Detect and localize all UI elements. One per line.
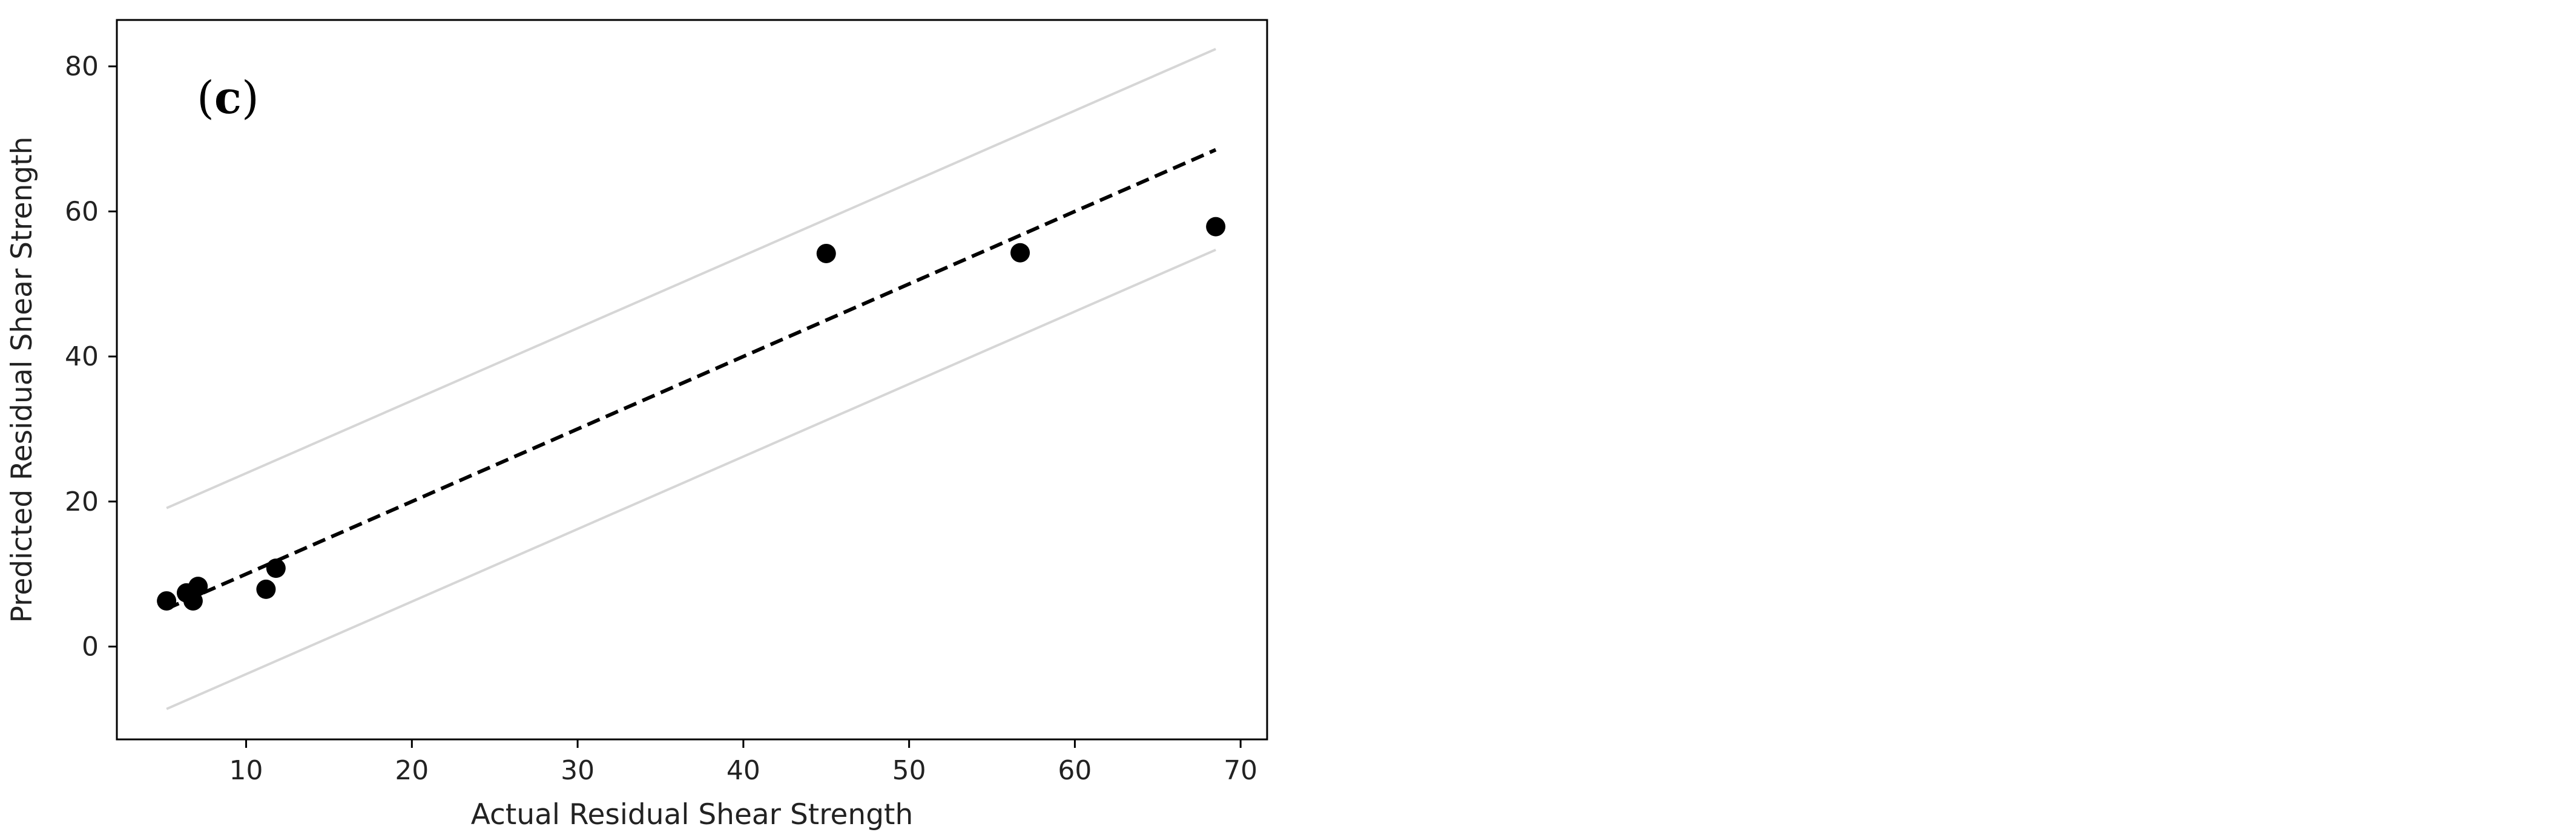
x-tick-label: 30 bbox=[561, 755, 595, 786]
data-points bbox=[157, 217, 1226, 611]
data-point bbox=[1206, 217, 1226, 237]
y-tick-label: 80 bbox=[65, 51, 99, 82]
data-point bbox=[266, 558, 286, 578]
y-tick-label: 40 bbox=[65, 341, 99, 372]
y-tick-label: 0 bbox=[82, 632, 99, 663]
data-point bbox=[816, 243, 836, 263]
data-point bbox=[188, 577, 208, 597]
y-axis-label: Predicted Residual Shear Strength bbox=[5, 137, 39, 623]
data-point bbox=[256, 579, 276, 599]
y-tick-label: 60 bbox=[65, 196, 99, 227]
identity-line bbox=[165, 148, 1217, 611]
y-axis-ticks: 0 20 40 60 80 bbox=[65, 51, 117, 663]
x-tick-label: 40 bbox=[726, 755, 760, 786]
x-tick-label: 60 bbox=[1058, 755, 1092, 786]
panel-label-letter: c bbox=[214, 72, 242, 124]
x-tick-label: 20 bbox=[395, 755, 429, 786]
reference-lines bbox=[165, 48, 1217, 710]
panel-label: (c) bbox=[197, 72, 259, 124]
panel-label-close: ) bbox=[242, 72, 259, 124]
upper-bound-line bbox=[166, 48, 1216, 509]
x-tick-label: 70 bbox=[1224, 755, 1257, 786]
x-tick-label: 50 bbox=[892, 755, 926, 786]
data-point bbox=[1010, 243, 1030, 263]
y-tick-label: 20 bbox=[65, 486, 99, 517]
data-point bbox=[157, 591, 177, 611]
x-tick-label: 10 bbox=[229, 755, 263, 786]
plot-area-frame bbox=[116, 19, 1268, 741]
x-axis-label: Actual Residual Shear Strength bbox=[471, 798, 914, 831]
panel-label-open: ( bbox=[197, 72, 214, 124]
lower-bound-line bbox=[166, 249, 1216, 710]
x-axis-ticks: 10 20 30 40 50 60 70 bbox=[229, 739, 1257, 786]
